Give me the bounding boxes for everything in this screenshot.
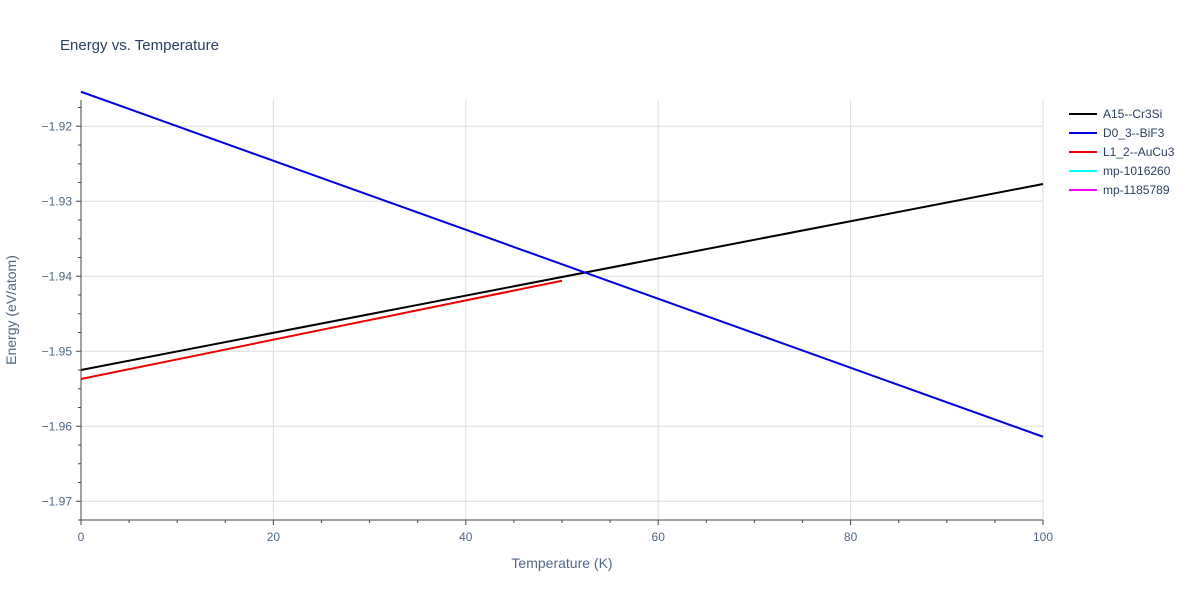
series-line-1 [80, 90, 1044, 438]
x-tick-labels: 0 20 40 60 80 100 [78, 530, 1054, 544]
y-tick-label: −1.96 [42, 419, 73, 433]
series-line-2 [80, 279, 563, 380]
x-tick-label: 0 [78, 530, 85, 544]
x-tick-label: 100 [1033, 530, 1053, 544]
series-line-0 [80, 183, 1044, 371]
y-tick-label: −1.92 [42, 119, 73, 133]
legend-item[interactable]: L1_2--AuCu3 [1069, 145, 1175, 159]
x-tick-label: 80 [844, 530, 858, 544]
x-axis-title: Temperature (K) [511, 555, 612, 571]
legend: A15--Cr3Si D0_3--BiF3 L1_2--AuCu3 mp-101626… [1069, 107, 1175, 197]
y-axis-title: Energy (eV/atom) [3, 255, 19, 365]
y-tick-labels: −1.97 −1.96 −1.95 −1.94 −1.93 −1.92 [42, 119, 73, 508]
legend-item[interactable]: mp-1016260 [1069, 164, 1171, 178]
x-tick-label: 20 [267, 530, 281, 544]
legend-item[interactable]: A15--Cr3Si [1069, 107, 1162, 121]
chart-title: Energy vs. Temperature [60, 37, 219, 54]
y-tick-label: −1.97 [42, 494, 73, 508]
legend-item[interactable]: D0_3--BiF3 [1069, 126, 1165, 140]
y-tick-label: −1.93 [42, 194, 73, 208]
x-tick-label: 40 [459, 530, 473, 544]
grid-lines [81, 100, 1044, 520]
x-tick-label: 60 [652, 530, 666, 544]
series-layer [80, 90, 1044, 438]
legend-label: L1_2--AuCu3 [1103, 145, 1175, 159]
legend-label: mp-1016260 [1103, 164, 1171, 178]
axes [76, 100, 1044, 525]
legend-label: D0_3--BiF3 [1103, 126, 1165, 140]
legend-item[interactable]: mp-1185789 [1069, 183, 1170, 197]
legend-label: mp-1185789 [1103, 183, 1170, 197]
legend-label: A15--Cr3Si [1103, 107, 1162, 121]
y-tick-label: −1.95 [42, 344, 73, 358]
y-tick-label: −1.94 [42, 269, 73, 283]
